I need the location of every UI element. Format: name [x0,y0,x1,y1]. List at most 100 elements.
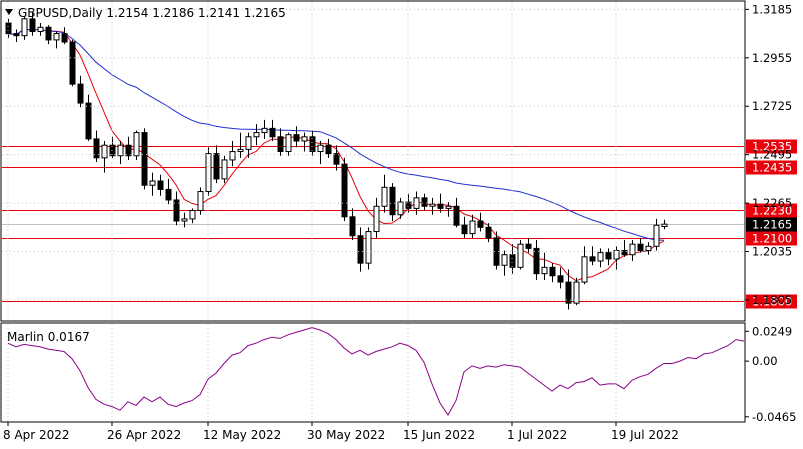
candle-body[interactable] [125,144,132,157]
candle-body[interactable] [637,243,644,252]
level-label-box [746,203,797,218]
current-price-label: 1.2165 [752,218,792,232]
candle-body[interactable] [141,132,148,186]
candle-body[interactable] [597,252,604,262]
candle-body[interactable] [189,209,196,220]
indicator-axis: 0.0249 0.00 -0.0465 [745,324,796,424]
candle-body[interactable] [229,151,236,161]
horizontal-levels[interactable]: 1.2535 1.2435 1.2230 1.2100 1.1800 1.2165 [2,139,797,309]
candle-body[interactable] [237,148,244,153]
candle-body[interactable] [85,102,92,140]
indicator-title: Marlin 0.0167 [7,330,90,344]
candle-body[interactable] [429,203,436,207]
candle-body[interactable] [373,205,380,233]
candle-body[interactable] [525,243,532,249]
candle-body[interactable] [93,138,100,159]
candle-body[interactable] [253,132,260,138]
candle-body[interactable] [349,216,356,237]
candle-body[interactable] [317,144,324,153]
price-tick-label: 1.1805 [752,293,792,307]
candle-body[interactable] [173,199,180,222]
price-tick-label: 1.2265 [752,196,792,210]
candle-body[interactable] [341,163,348,218]
candle-body[interactable] [301,136,308,142]
candle-body[interactable] [197,191,204,211]
candle-body[interactable] [661,223,668,227]
candle-body[interactable] [293,134,300,142]
candle-body[interactable] [13,33,20,37]
candle-body[interactable] [381,186,388,207]
candle-body[interactable] [245,136,252,150]
candle-body[interactable] [557,275,564,283]
candle-body[interactable] [149,180,156,186]
candle-body[interactable] [445,205,452,209]
candle-body[interactable] [549,266,556,277]
candle-body[interactable] [29,18,36,32]
candle-body[interactable] [325,144,332,155]
candle-body[interactable] [181,218,188,222]
candle-body[interactable] [269,127,276,138]
blue-ma-line [7,28,665,241]
indicator-pane-frame [0,322,746,423]
candle-body[interactable] [581,256,588,283]
candle-body[interactable] [605,252,612,260]
marlin-oscillator [7,327,745,416]
candle-body[interactable] [205,153,212,193]
candle-body[interactable] [645,245,652,252]
candle-body[interactable] [333,153,340,165]
triangle-down-icon[interactable] [5,9,13,15]
candle-body[interactable] [221,159,228,180]
candle-body[interactable] [285,134,292,153]
candle-body[interactable] [469,220,476,235]
blue-moving-average [7,28,665,241]
candle-body[interactable] [653,224,660,247]
indicator-tick-label: 0.0249 [752,324,792,338]
price-tick-label: 1.3185 [752,2,792,16]
candle-body[interactable] [437,203,444,209]
candle-body[interactable] [37,26,44,32]
candle-body[interactable] [133,132,140,157]
level-label: 1.1800 [752,295,792,309]
level-label: 1.2230 [752,204,792,218]
candle-body[interactable] [541,266,548,275]
candle-body[interactable] [565,281,572,304]
candle-body[interactable] [589,256,596,262]
candle-body[interactable] [5,22,12,35]
candle-body[interactable] [213,153,220,180]
candle-body[interactable] [501,254,508,266]
candle-body[interactable] [421,197,428,207]
candle-body[interactable] [69,41,76,85]
candle-body[interactable] [509,254,516,268]
candle-body[interactable] [573,281,580,304]
time-tick-label: 26 Apr 2022 [107,428,181,442]
candle-body[interactable] [277,136,284,153]
candle-body[interactable] [101,144,108,159]
candle-body[interactable] [157,180,164,190]
candle-body[interactable] [621,250,628,256]
candle-body[interactable] [517,243,524,268]
candle-body[interactable] [629,243,636,256]
candle-body[interactable] [533,247,540,275]
candle-body[interactable] [77,83,84,104]
candle-body[interactable] [45,26,52,41]
current-price-box [746,217,797,232]
indicator-tick-label: 0.00 [752,354,778,368]
candle-body[interactable] [461,224,468,235]
candle-body[interactable] [21,18,28,37]
candle-body[interactable] [165,188,172,201]
candle-body[interactable] [261,127,268,134]
candle-body[interactable] [477,220,484,228]
candle-body[interactable] [357,235,364,264]
candles[interactable] [5,12,668,310]
candle-body[interactable] [53,33,60,41]
candle-body[interactable] [389,186,396,216]
candle-body[interactable] [365,231,372,264]
candle-body[interactable] [61,33,68,43]
candle-body[interactable] [485,226,492,239]
candle-body[interactable] [117,144,124,157]
candle-body[interactable] [397,201,404,216]
candle-body[interactable] [309,136,316,153]
candle-body[interactable] [453,205,460,226]
